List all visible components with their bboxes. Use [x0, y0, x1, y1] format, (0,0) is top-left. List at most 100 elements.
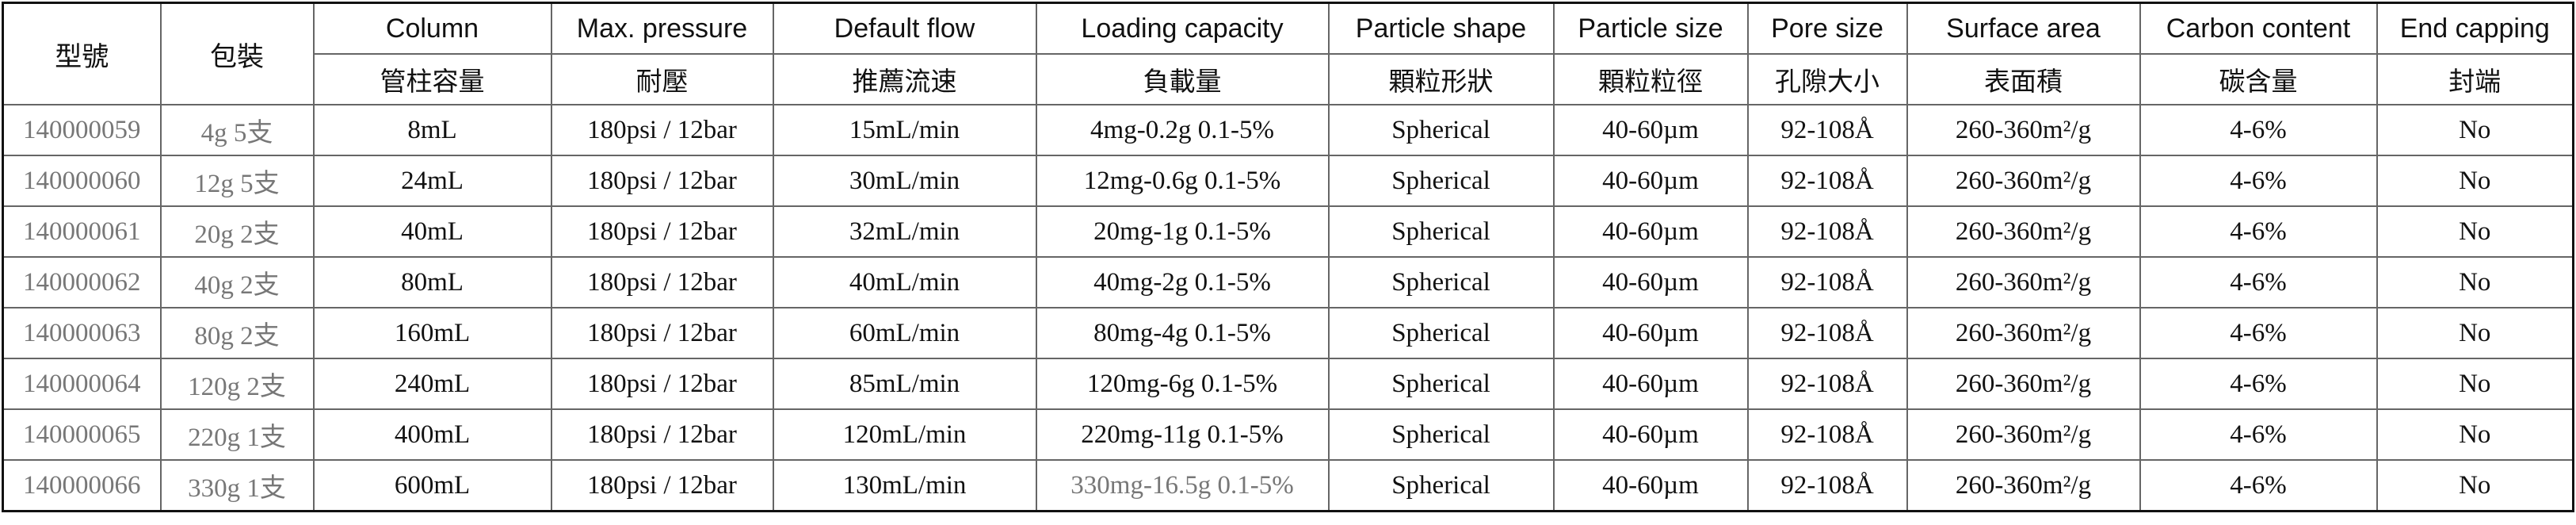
data-row: 140000063 80g 2支 160mL 180psi / 12bar 60mL/m… [2, 307, 2574, 359]
header-cell: Pore size [1746, 2, 1908, 55]
data-cell: 4-6% [2139, 205, 2378, 258]
data-cell: No [2376, 307, 2574, 359]
data-cell: 92-108Å [1746, 408, 1908, 461]
data-cell: 260-360m²/g [1906, 256, 2141, 308]
data-cell: 180psi / 12bar [550, 256, 774, 308]
data-cell: 92-108Å [1746, 459, 1908, 512]
data-cell: 180psi / 12bar [550, 104, 774, 156]
data-row: 140000060 12g 5支 24mL 180psi / 12bar 30mL/mi… [2, 155, 2574, 207]
data-cell: 40-60µm [1552, 155, 1749, 207]
data-cell: 140000065 [2, 408, 162, 461]
data-cell: 40mg-2g 0.1-5% [1035, 256, 1330, 308]
header-cell: 管柱容量 [312, 53, 552, 105]
data-cell: 140000062 [2, 256, 162, 308]
data-cell: 20g 2支 [159, 205, 315, 258]
data-cell: 4mg-0.2g 0.1-5% [1035, 104, 1330, 156]
header-cell: 包裝 [159, 2, 315, 105]
data-row: 140000059 4g 5支 8mL 180psi / 12bar 15mL/min 4… [2, 104, 2574, 156]
header-cell: 負載量 [1035, 53, 1330, 105]
data-cell: No [2376, 459, 2574, 512]
data-cell: 4-6% [2139, 358, 2378, 410]
header-cell: 耐壓 [550, 53, 774, 105]
data-cell: 40-60µm [1552, 104, 1749, 156]
data-cell: 92-108Å [1746, 104, 1908, 156]
data-cell: 600mL [312, 459, 552, 512]
data-cell: 92-108Å [1746, 358, 1908, 410]
header-row: 型號 包裝 Column Max. pressure Default flow Loadi… [2, 2, 2574, 105]
header-cell: Surface area [1906, 2, 2141, 55]
data-cell: 92-108Å [1746, 256, 1908, 308]
data-cell: 260-360m²/g [1906, 155, 2141, 207]
data-cell: Spherical [1327, 256, 1555, 308]
data-cell: 140000061 [2, 205, 162, 258]
spec-table: 型號 包裝 Column Max. pressure Default flow Loadi… [2, 2, 2574, 512]
header-cell: 表面積 [1906, 53, 2141, 105]
data-cell: 260-360m²/g [1906, 205, 2141, 258]
data-cell: 4-6% [2139, 256, 2378, 308]
data-cell: 4-6% [2139, 104, 2378, 156]
data-cell: 92-108Å [1746, 155, 1908, 207]
data-cell: 120g 2支 [159, 358, 315, 410]
data-cell: 120mL/min [772, 408, 1037, 461]
data-cell: 80mg-4g 0.1-5% [1035, 307, 1330, 359]
data-cell: 40g 2支 [159, 256, 315, 308]
data-cell: 220mg-11g 0.1-5% [1035, 408, 1330, 461]
data-cell: 140000064 [2, 358, 162, 410]
data-cell: 15mL/min [772, 104, 1037, 156]
data-cell: 140000059 [2, 104, 162, 156]
data-cell: 180psi / 12bar [550, 459, 774, 512]
data-cell: 180psi / 12bar [550, 205, 774, 258]
header-cell: Default flow [772, 2, 1037, 55]
data-cell: 240mL [312, 358, 552, 410]
data-row: 140000065 220g 1支 400mL 180psi / 12bar 120mL… [2, 408, 2574, 461]
data-cell: 80g 2支 [159, 307, 315, 359]
data-cell: No [2376, 104, 2574, 156]
data-cell: 180psi / 12bar [550, 358, 774, 410]
data-cell: Spherical [1327, 408, 1555, 461]
data-cell: 60mL/min [772, 307, 1037, 359]
data-cell: 40-60µm [1552, 459, 1749, 512]
data-cell: 220g 1支 [159, 408, 315, 461]
data-cell: 40mL/min [772, 256, 1037, 308]
data-cell: 140000060 [2, 155, 162, 207]
data-cell: 30mL/min [772, 155, 1037, 207]
header-cell: Particle shape [1327, 2, 1555, 55]
data-row: 140000066 330g 1支 600mL 180psi / 12bar 130mL… [2, 459, 2574, 512]
data-cell: 80mL [312, 256, 552, 308]
data-cell: No [2376, 408, 2574, 461]
data-cell: No [2376, 155, 2574, 207]
data-row: 140000061 20g 2支 40mL 180psi / 12bar 32mL/mi… [2, 205, 2574, 258]
data-cell: 4-6% [2139, 408, 2378, 461]
data-cell: 20mg-1g 0.1-5% [1035, 205, 1330, 258]
data-cell: 8mL [312, 104, 552, 156]
header-cell: Max. pressure [550, 2, 774, 55]
data-cell: No [2376, 358, 2574, 410]
data-cell: No [2376, 256, 2574, 308]
data-cell: 260-360m²/g [1906, 307, 2141, 359]
header-cell: 顆粒形狀 [1327, 53, 1555, 105]
data-cell: Spherical [1327, 358, 1555, 410]
header-cell: 推薦流速 [772, 53, 1037, 105]
data-cell: Spherical [1327, 307, 1555, 359]
data-cell: 330mg-16.5g 0.1-5% [1035, 459, 1330, 512]
data-cell: 40-60µm [1552, 205, 1749, 258]
data-cell: 180psi / 12bar [550, 155, 774, 207]
data-cell: 32mL/min [772, 205, 1037, 258]
data-cell: 260-360m²/g [1906, 358, 2141, 410]
data-cell: 4-6% [2139, 459, 2378, 512]
data-cell: 260-360m²/g [1906, 459, 2141, 512]
data-cell: 330g 1支 [159, 459, 315, 512]
data-cell: 40mL [312, 205, 552, 258]
data-cell: 140000063 [2, 307, 162, 359]
data-cell: 260-360m²/g [1906, 104, 2141, 156]
data-cell: 40-60µm [1552, 358, 1749, 410]
data-cell: 400mL [312, 408, 552, 461]
header-cell: 封端 [2376, 53, 2574, 105]
data-cell: Spherical [1327, 155, 1555, 207]
data-cell: 92-108Å [1746, 307, 1908, 359]
header-cell: Column [312, 2, 552, 55]
data-cell: 40-60µm [1552, 256, 1749, 308]
header-cell: 孔隙大小 [1746, 53, 1908, 105]
data-row: 140000062 40g 2支 80mL 180psi / 12bar 40mL/mi… [2, 256, 2574, 308]
